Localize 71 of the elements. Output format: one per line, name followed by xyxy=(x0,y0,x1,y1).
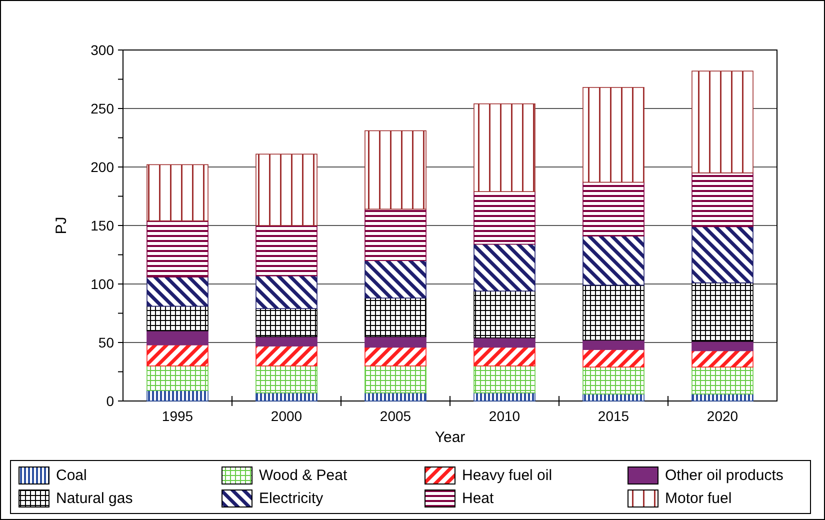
bar xyxy=(256,154,318,226)
bar xyxy=(474,290,536,338)
legend-label: Wood & Peat xyxy=(259,467,348,484)
bar xyxy=(474,103,536,192)
bar xyxy=(256,308,318,338)
bar xyxy=(692,350,754,368)
bar xyxy=(364,392,426,402)
bar xyxy=(146,390,208,402)
bar xyxy=(582,236,644,286)
bar xyxy=(364,260,426,298)
bar xyxy=(364,208,426,261)
x-tick-label: 2020 xyxy=(706,408,738,424)
bar xyxy=(582,366,644,394)
y-tick-label: 150 xyxy=(90,217,114,234)
bar xyxy=(256,225,318,276)
bar xyxy=(582,349,644,368)
legend-label: Electricity xyxy=(259,490,324,507)
bar xyxy=(474,191,536,245)
bar xyxy=(692,172,754,228)
y-tick-label: 250 xyxy=(90,100,114,116)
bar xyxy=(692,226,754,284)
bar xyxy=(692,70,754,174)
bar xyxy=(364,366,426,394)
bar xyxy=(364,336,426,348)
bar xyxy=(582,340,644,350)
bar xyxy=(146,306,208,332)
legend-label: Coal xyxy=(56,467,87,484)
x-tick-label: 2005 xyxy=(380,408,412,424)
y-tick-label: 0 xyxy=(106,392,114,409)
bar xyxy=(474,244,536,292)
legend-label: Motor fuel xyxy=(665,490,732,507)
x-tick-label: 2010 xyxy=(488,408,520,424)
bar xyxy=(256,392,318,402)
bar xyxy=(256,366,318,394)
bar xyxy=(364,298,426,338)
bar xyxy=(474,392,536,402)
bar xyxy=(692,282,754,342)
bar xyxy=(146,366,208,391)
legend-label: Heavy fuel oil xyxy=(462,467,552,484)
y-tick-label: 100 xyxy=(90,276,114,292)
bar xyxy=(474,337,536,348)
legend-label: Heat xyxy=(462,490,495,507)
y-tick-label: 50 xyxy=(98,334,114,350)
legend-label: Natural gas xyxy=(56,490,133,507)
bar xyxy=(692,340,754,352)
bar xyxy=(474,366,536,394)
x-tick-label: 2015 xyxy=(598,408,630,424)
bar xyxy=(582,284,644,341)
bar xyxy=(146,344,208,366)
bar xyxy=(582,87,644,183)
bar xyxy=(256,346,318,366)
bar xyxy=(692,366,754,394)
bar xyxy=(474,346,536,366)
bar xyxy=(364,346,426,366)
x-tick-label: 1995 xyxy=(162,408,194,424)
bar xyxy=(582,182,644,236)
x-tick-label: 2000 xyxy=(270,408,302,424)
x-axis-title: Year xyxy=(434,429,466,446)
y-tick-label: 300 xyxy=(90,42,114,58)
bar xyxy=(692,394,754,402)
bar xyxy=(256,275,318,309)
bar xyxy=(146,220,208,278)
bar xyxy=(146,164,208,222)
bar xyxy=(256,336,318,346)
y-tick-label: 200 xyxy=(90,158,114,175)
legend-label: Other oil products xyxy=(665,467,784,484)
bar xyxy=(146,330,208,346)
bar xyxy=(582,394,644,402)
y-axis-title: PJ xyxy=(53,216,70,234)
bar xyxy=(146,276,208,307)
bar xyxy=(364,130,426,210)
